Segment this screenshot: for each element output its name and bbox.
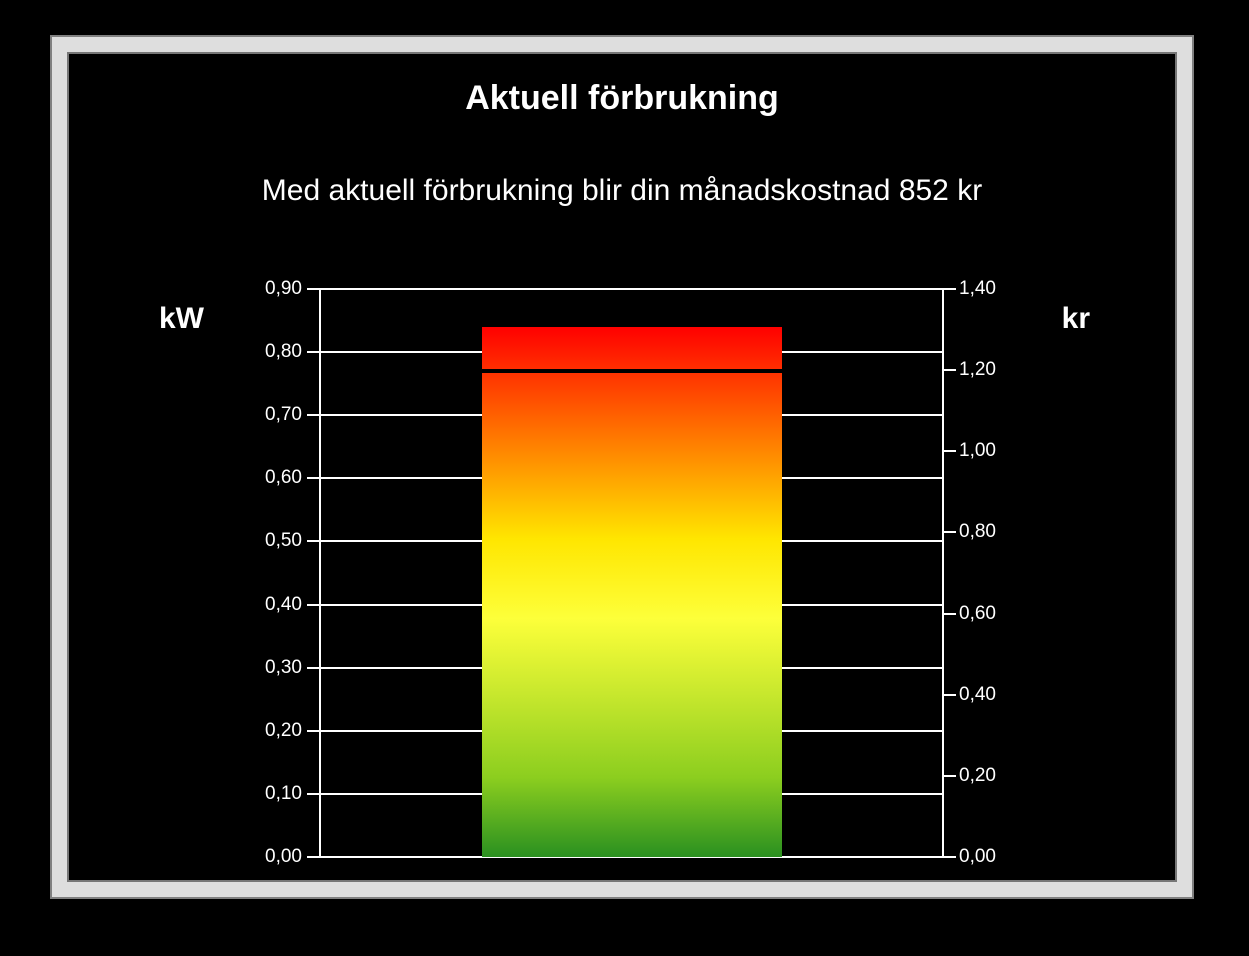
bar-marker-line <box>482 369 782 373</box>
left-tick-label: 0,60 <box>265 467 302 489</box>
inner-frame: Aktuell förbrukning Med aktuell förbrukn… <box>67 52 1177 882</box>
right-tick <box>944 775 956 777</box>
left-tick <box>307 477 319 479</box>
right-tick <box>944 369 956 371</box>
chart-subtitle: Med aktuell förbrukning blir din månadsk… <box>69 174 1175 208</box>
left-tick-label: 0,20 <box>265 720 302 742</box>
right-tick-label: 0,40 <box>959 684 996 706</box>
outer-frame: Aktuell förbrukning Med aktuell förbrukn… <box>50 35 1194 899</box>
right-tick <box>944 450 956 452</box>
right-tick-label: 0,00 <box>959 846 996 868</box>
left-tick <box>307 793 319 795</box>
left-tick-label: 0,10 <box>265 783 302 805</box>
left-tick-label: 0,80 <box>265 341 302 363</box>
right-tick <box>944 531 956 533</box>
left-tick-label: 0,00 <box>265 846 302 868</box>
left-axis-line <box>319 289 321 858</box>
consumption-bar <box>482 327 782 857</box>
left-tick-label: 0,50 <box>265 530 302 552</box>
left-tick <box>307 856 319 858</box>
left-tick-label: 0,30 <box>265 657 302 679</box>
right-tick-label: 1,20 <box>959 359 996 381</box>
right-tick <box>944 288 956 290</box>
right-tick-label: 0,20 <box>959 765 996 787</box>
left-tick-label: 0,70 <box>265 404 302 426</box>
right-axis-label: kr <box>1062 302 1090 336</box>
left-tick-label: 0,90 <box>265 278 302 300</box>
left-tick <box>307 288 319 290</box>
right-tick-label: 0,60 <box>959 603 996 625</box>
left-tick-label: 0,40 <box>265 594 302 616</box>
left-tick <box>307 667 319 669</box>
right-axis-line <box>942 289 944 858</box>
left-axis-label: kW <box>159 302 204 336</box>
plot-area: 0,000,100,200,300,400,500,600,700,800,90… <box>319 289 944 857</box>
chart-title: Aktuell förbrukning <box>69 79 1175 118</box>
left-tick <box>307 351 319 353</box>
right-tick <box>944 613 956 615</box>
left-tick <box>307 540 319 542</box>
left-tick <box>307 414 319 416</box>
right-tick-label: 1,40 <box>959 278 996 300</box>
right-tick-label: 0,80 <box>959 521 996 543</box>
right-tick <box>944 694 956 696</box>
left-tick <box>307 604 319 606</box>
left-tick <box>307 730 319 732</box>
gridline <box>319 288 944 290</box>
right-tick <box>944 856 956 858</box>
right-tick-label: 1,00 <box>959 440 996 462</box>
